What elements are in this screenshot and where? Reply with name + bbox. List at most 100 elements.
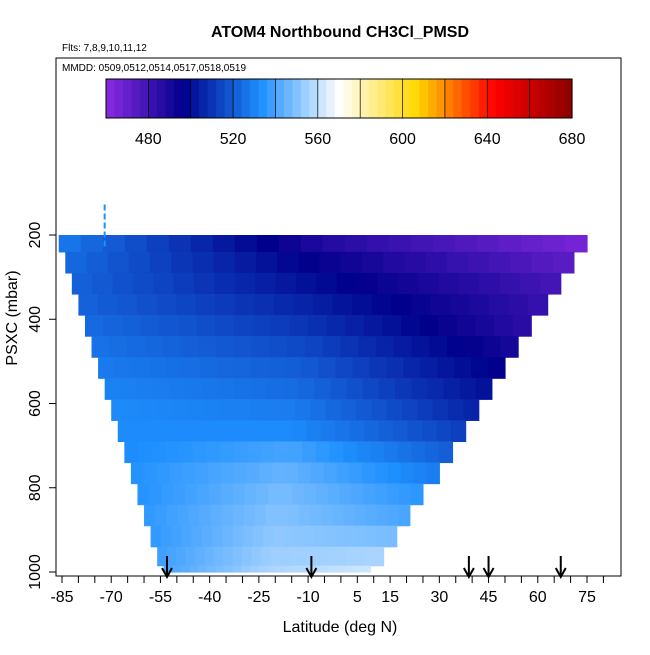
colorbar-tick-label: 560 xyxy=(304,131,331,148)
heat-cell xyxy=(364,420,380,443)
heat-cell xyxy=(252,315,272,337)
colorbar-segment xyxy=(250,79,260,118)
heat-cell xyxy=(269,336,288,358)
heat-cell xyxy=(261,441,276,464)
heat-cell xyxy=(351,483,365,506)
heat-cell xyxy=(233,462,248,485)
axes: -85 -70 -55 -40 -25 -10 5 15 30 45 60 75 200 400 600 80… xyxy=(27,222,604,606)
heat-cell xyxy=(302,441,317,464)
heat-cell xyxy=(272,462,286,485)
heat-cell xyxy=(86,251,109,274)
heat-cell xyxy=(112,272,134,295)
heat-cell xyxy=(349,462,363,485)
heat-cell xyxy=(182,462,196,485)
x-tick-label: 30 xyxy=(430,589,448,606)
heat-cell xyxy=(510,251,533,274)
heat-cell xyxy=(476,235,500,253)
colorbar-segment xyxy=(529,79,539,118)
heat-cell xyxy=(138,441,153,464)
heat-cell xyxy=(215,315,235,337)
heat-cell xyxy=(369,357,387,379)
heat-cell xyxy=(319,251,342,274)
heat-cell xyxy=(427,378,445,400)
heat-cell xyxy=(234,235,258,253)
heat-cell xyxy=(117,293,138,316)
heat-cell xyxy=(98,357,116,379)
heat-cell xyxy=(173,272,195,295)
heat-cell xyxy=(292,565,303,573)
flights-note: Flts: 7,8,9,10,11,12 xyxy=(62,43,147,54)
heat-cell xyxy=(343,441,358,464)
colorbar-segment xyxy=(385,79,395,118)
heat-cell xyxy=(249,399,265,421)
heat-cell xyxy=(344,565,354,573)
heat-cell xyxy=(284,357,303,379)
heat-cell xyxy=(288,441,303,464)
heat-cell xyxy=(233,315,253,337)
heat-cell xyxy=(370,441,385,464)
heat-cell xyxy=(340,399,357,421)
colorbar-segment xyxy=(453,79,463,118)
heat-cell xyxy=(254,293,275,316)
x-tick-label: 45 xyxy=(480,589,498,606)
heat-cell xyxy=(218,399,235,421)
heat-cell xyxy=(298,251,321,274)
heat-cell xyxy=(144,336,164,358)
colorbar-segment xyxy=(563,79,573,118)
heat-cell xyxy=(196,483,210,506)
heat-cell xyxy=(141,399,158,421)
heat-cell xyxy=(250,357,269,379)
heat-cell xyxy=(215,336,235,358)
heat-cell xyxy=(355,525,367,548)
colorbar-segment xyxy=(461,79,471,118)
colorbar-segment xyxy=(427,79,438,118)
heat-cell xyxy=(190,420,206,443)
heat-cell xyxy=(458,272,480,295)
heat-cell xyxy=(292,483,305,506)
colorbar-segment xyxy=(131,79,141,118)
heat-cell xyxy=(233,357,252,379)
heat-cell xyxy=(127,336,146,358)
heat-cell xyxy=(289,315,309,337)
heat-cell xyxy=(181,525,193,548)
heat-cell xyxy=(212,525,223,548)
heat-cell xyxy=(194,546,205,567)
heat-cell xyxy=(335,525,347,548)
heat-cell xyxy=(391,293,412,316)
heat-cell xyxy=(189,565,199,573)
latitude-arrow xyxy=(463,556,475,580)
heat-cell xyxy=(298,546,309,567)
heat-cell xyxy=(192,441,207,464)
heat-cell xyxy=(223,546,234,567)
heat-cell xyxy=(232,525,244,548)
heat-cell xyxy=(102,235,126,253)
heat-cell xyxy=(107,251,130,274)
heat-cell xyxy=(346,378,364,400)
colorbar-segment xyxy=(360,79,370,118)
heat-cell xyxy=(274,441,289,464)
heat-cell xyxy=(249,378,267,400)
heat-cell xyxy=(375,483,388,506)
heat-cell xyxy=(251,546,262,567)
colorbar-segment xyxy=(283,79,293,118)
heat-cell xyxy=(111,399,128,421)
heat-cell xyxy=(159,315,179,337)
heat-cell xyxy=(242,525,254,548)
heat-cell xyxy=(156,293,177,316)
heat-cell xyxy=(438,441,454,464)
heat-cell xyxy=(365,525,377,548)
heat-cell xyxy=(500,336,519,358)
heat-layer xyxy=(58,204,588,573)
colorbar-segment xyxy=(419,79,429,118)
heat-cell xyxy=(323,462,338,485)
heat-cell xyxy=(122,315,142,337)
heat-cell xyxy=(459,378,477,400)
heat-cell xyxy=(161,420,177,443)
heat-cell xyxy=(151,441,166,464)
heat-cell xyxy=(488,357,506,379)
heat-cell xyxy=(172,565,182,573)
heat-cell xyxy=(253,525,264,548)
heat-cell xyxy=(454,235,478,253)
heat-cell xyxy=(315,483,329,506)
heat-cell xyxy=(220,483,234,506)
